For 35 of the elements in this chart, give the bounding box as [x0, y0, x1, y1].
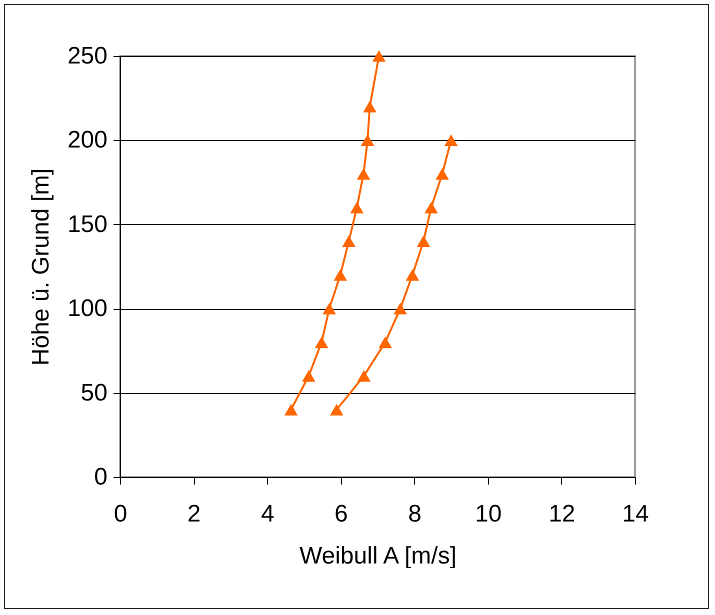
y-tick-label: 0	[94, 464, 108, 490]
x-tick-label: 6	[334, 500, 348, 528]
point	[334, 269, 348, 281]
point	[342, 235, 356, 248]
x-tick-label: 12	[548, 500, 576, 528]
point	[314, 336, 328, 348]
point	[356, 168, 370, 180]
x-tick-label: 14	[622, 500, 649, 528]
x-tick-label: 0	[114, 500, 128, 528]
y-tick-label: 150	[67, 210, 108, 238]
point	[378, 336, 392, 348]
x-tick-label: 4	[260, 500, 274, 528]
point	[424, 202, 438, 214]
point	[357, 370, 371, 382]
y-tick-label: 200	[67, 126, 108, 154]
point	[360, 134, 374, 146]
point	[444, 134, 458, 146]
point	[416, 235, 430, 248]
y-tick-label: 50	[80, 379, 108, 406]
point	[322, 302, 336, 314]
point	[330, 404, 344, 416]
x-tick-label: 8	[408, 500, 422, 528]
point	[394, 302, 408, 314]
point	[406, 269, 420, 281]
point	[372, 50, 386, 62]
y-tick-label: 100	[67, 295, 108, 322]
y-tick-label: 250	[67, 42, 108, 70]
point	[350, 202, 364, 214]
point	[302, 370, 316, 382]
x-tick-label: 2	[187, 500, 201, 528]
x-tick-label: 10	[475, 500, 502, 528]
point	[284, 404, 298, 416]
y-axis-title: Höhe ü. Grund [m]	[27, 168, 54, 366]
point	[363, 100, 376, 112]
point	[436, 168, 449, 180]
